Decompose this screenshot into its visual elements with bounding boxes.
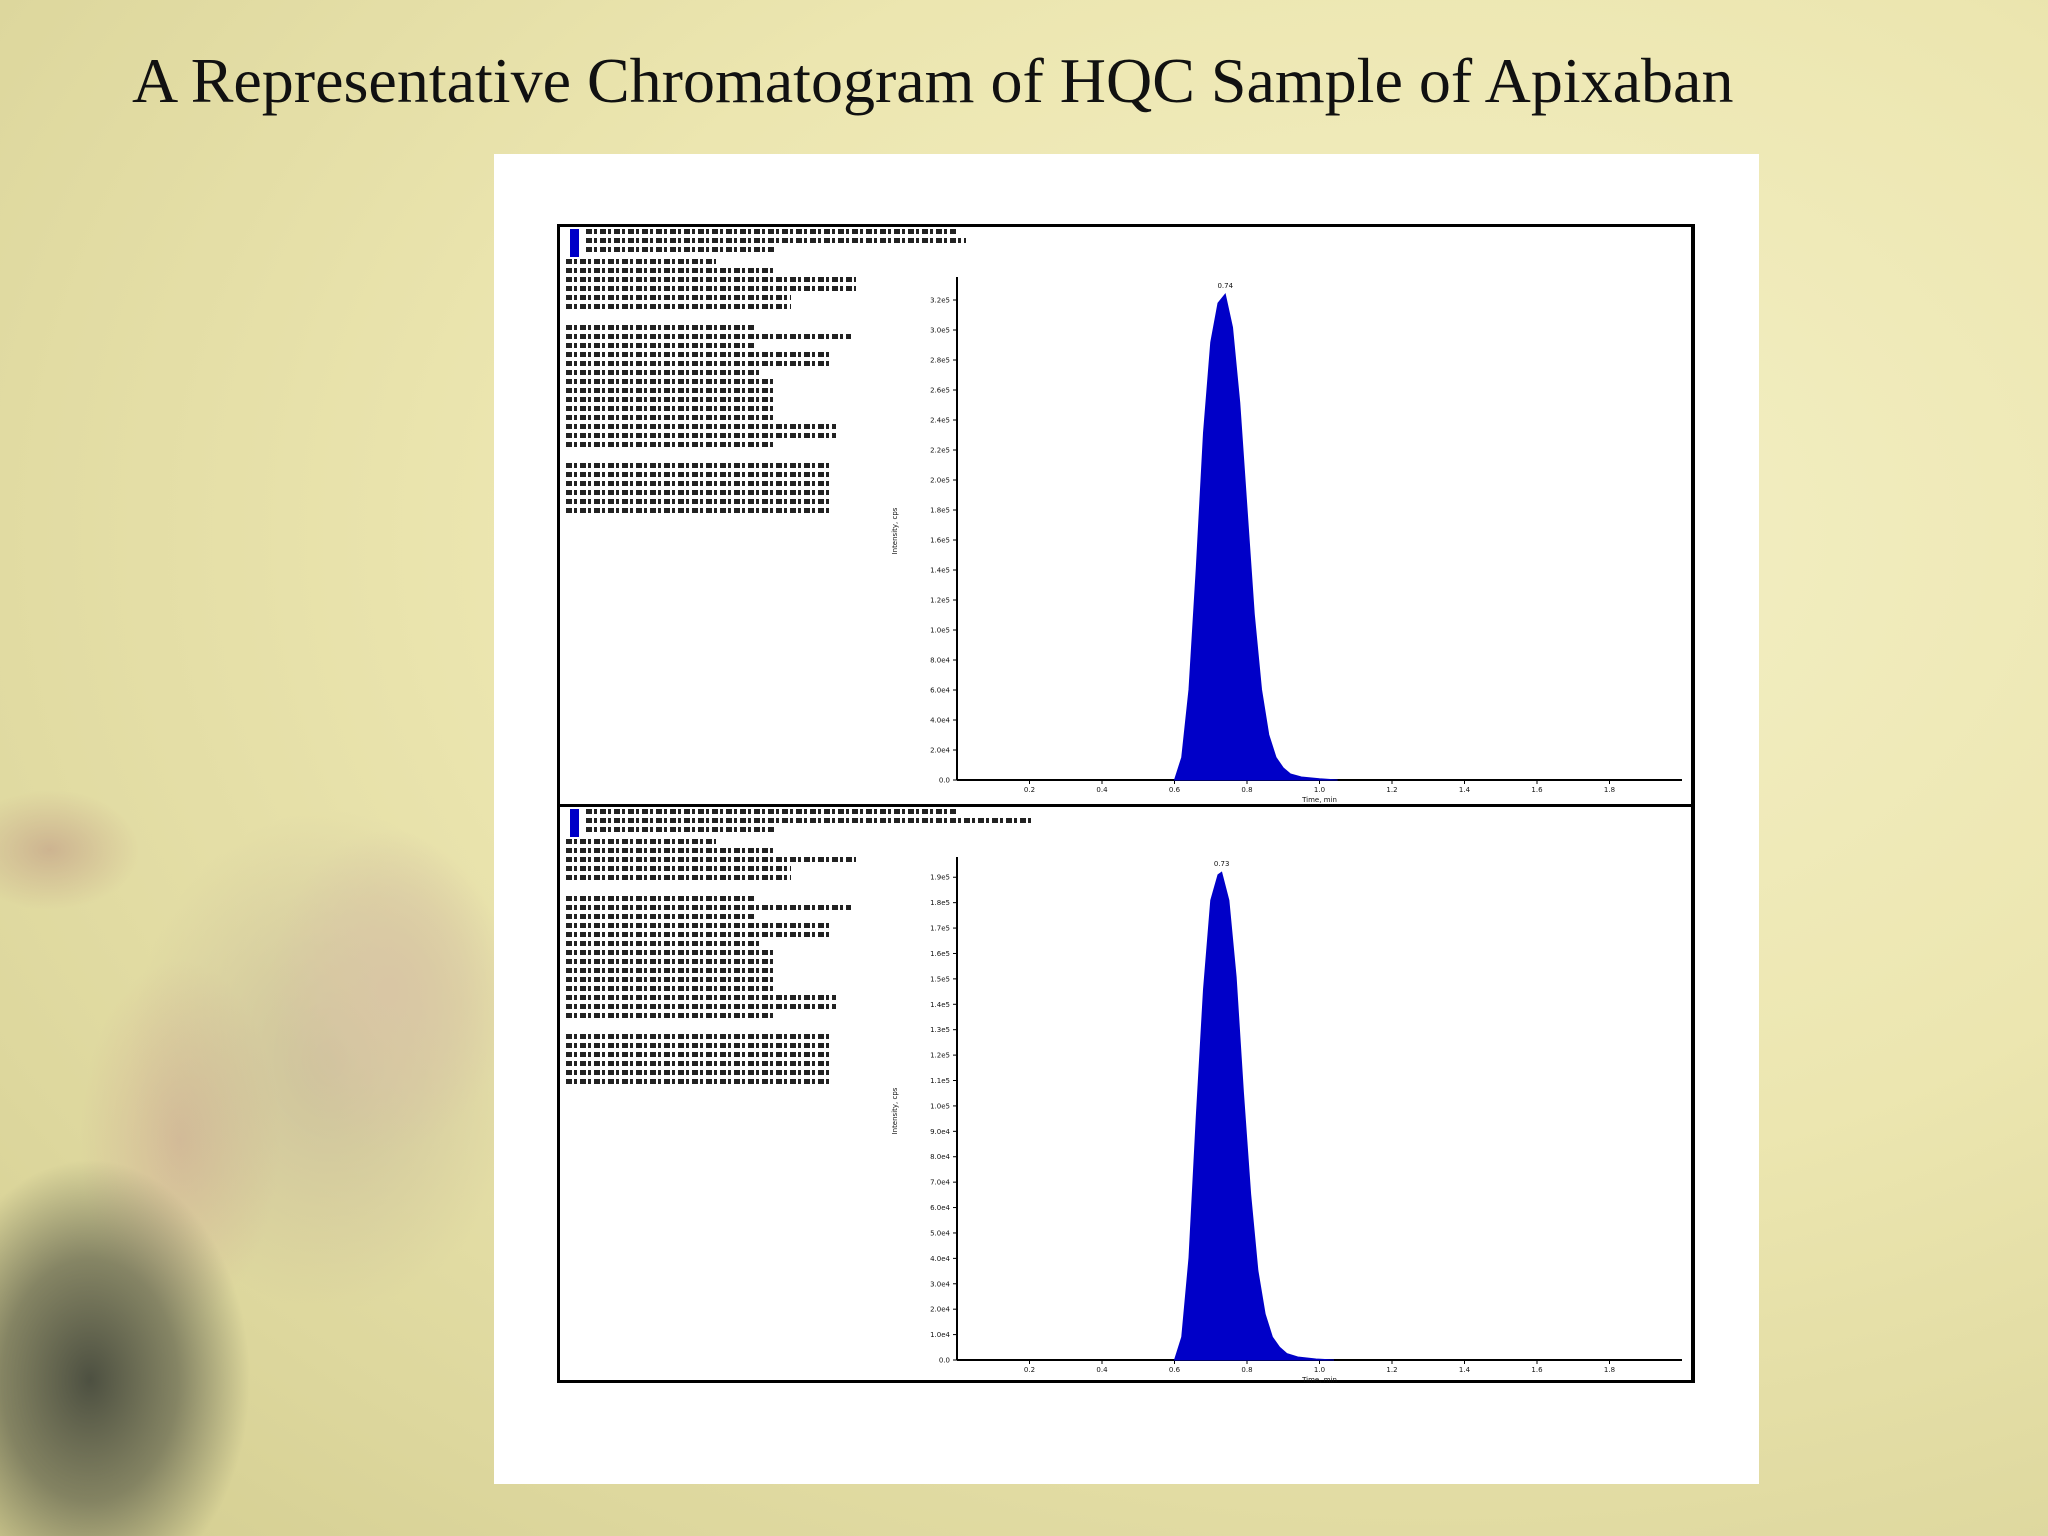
x-tick-label: 1.8 [1604, 1366, 1615, 1374]
y-tick-label: 1.7e5 [930, 925, 950, 933]
y-tick-label: 0.0 [939, 1357, 950, 1365]
y-tick-label: 5.0e4 [930, 1229, 950, 1237]
peak-retention-label: 0.73 [1214, 860, 1230, 868]
y-tick-label: 3.0e5 [930, 327, 950, 335]
y-tick-label: 1.4e5 [930, 567, 950, 575]
x-tick-label: 1.6 [1531, 786, 1543, 794]
x-axis-label: Time, min [1301, 796, 1337, 804]
y-tick-label: 1.3e5 [930, 1026, 950, 1034]
peak-retention-label: 0.74 [1217, 282, 1233, 290]
sample-header-text [586, 809, 1031, 836]
y-tick-label: 2.0e4 [930, 747, 950, 755]
y-tick-label: 0.0 [939, 777, 950, 785]
y-axis-label: Intensity, cps [891, 1087, 899, 1134]
x-tick-label: 1.4 [1459, 786, 1471, 794]
sample-info-block [566, 259, 856, 517]
x-tick-label: 1.8 [1604, 786, 1615, 794]
x-tick-label: 0.6 [1169, 786, 1181, 794]
chromatogram-plot-top: 0.0 2.0e4 4.0e4 6.0e4 8.0e4 1.0e5 1.2e5 1.4e5 1.… [891, 277, 1682, 804]
y-tick-label: 2.6e5 [930, 387, 950, 395]
x-tick-label: 1.2 [1386, 786, 1397, 794]
y-tick-label: 2.4e5 [930, 417, 950, 425]
x-axis-label: Time, min [1301, 1376, 1337, 1384]
peak-area [1173, 292, 1338, 781]
x-tick-label: 1.4 [1459, 1366, 1471, 1374]
y-axis-label: Intensity, cps [891, 507, 899, 554]
x-tick-label: 1.0 [1314, 786, 1325, 794]
x-tick-label: 1.2 [1386, 1366, 1397, 1374]
y-tick-label: 2.8e5 [930, 357, 950, 365]
chromatogram-frame: 0.0 2.0e4 4.0e4 6.0e4 8.0e4 1.0e5 1.2e5 1.4e5 1.… [557, 224, 1695, 1384]
background-photo-person [0, 760, 520, 1536]
y-tick-label: 8.0e4 [930, 657, 950, 665]
y-tick-label: 2.0e5 [930, 477, 950, 485]
y-tick-label: 7.0e4 [930, 1179, 950, 1187]
y-tick-label: 2.0e4 [930, 1306, 950, 1314]
y-tick-label: 3.2e5 [930, 297, 950, 305]
series-color-swatch [570, 229, 579, 257]
y-tick-label: 1.0e5 [930, 627, 950, 635]
y-tick-label: 6.0e4 [930, 687, 950, 695]
y-tick-label: 4.0e4 [930, 1255, 950, 1263]
y-tick-label: 1.2e5 [930, 597, 950, 605]
y-tick-label: 2.2e5 [930, 447, 950, 455]
y-tick-label: 1.9e5 [930, 874, 950, 882]
chromatogram-panel-bottom: 0.0 1.0e4 2.0e4 3.0e4 4.0e4 5.0e4 6.0e4 7.0e4 8.… [560, 807, 1691, 1384]
y-tick-label: 4.0e4 [930, 717, 950, 725]
x-tick-label: 0.2 [1024, 786, 1035, 794]
y-tick-label: 1.6e5 [930, 537, 950, 545]
slide-title: A Representative Chromatogram of HQC Sam… [132, 45, 1734, 116]
chromatogram-plot-bottom: 0.0 1.0e4 2.0e4 3.0e4 4.0e4 5.0e4 6.0e4 7.0e4 8.… [891, 857, 1682, 1384]
x-tick-label: 0.6 [1169, 1366, 1181, 1374]
y-tick-label: 1.4e5 [930, 1001, 950, 1009]
chromatogram-panel-top: 0.0 2.0e4 4.0e4 6.0e4 8.0e4 1.0e5 1.2e5 1.4e5 1.… [560, 227, 1691, 807]
series-color-swatch [570, 809, 579, 837]
y-tick-label: 1.2e5 [930, 1052, 950, 1060]
y-tick-label: 1.0e5 [930, 1102, 950, 1110]
y-tick-label: 9.0e4 [930, 1128, 950, 1136]
x-tick-label: 1.0 [1314, 1366, 1325, 1374]
y-tick-label: 6.0e4 [930, 1204, 950, 1212]
x-tick-label: 1.6 [1531, 1366, 1543, 1374]
peak-area [1173, 871, 1335, 1361]
sample-header-text [586, 229, 986, 256]
x-tick-label: 0.8 [1241, 1366, 1252, 1374]
y-tick-label: 1.8e5 [930, 899, 950, 907]
x-tick-label: 0.8 [1241, 786, 1252, 794]
x-tick-label: 0.4 [1096, 786, 1108, 794]
x-tick-label: 0.2 [1024, 1366, 1035, 1374]
y-tick-label: 1.8e5 [930, 507, 950, 515]
y-tick-label: 8.0e4 [930, 1153, 950, 1161]
y-tick-label: 3.0e4 [930, 1280, 950, 1288]
x-tick-label: 0.4 [1096, 1366, 1108, 1374]
sample-info-block [566, 839, 856, 1088]
y-tick-label: 1.5e5 [930, 975, 950, 983]
y-tick-label: 1.0e4 [930, 1331, 950, 1339]
y-tick-label: 1.1e5 [930, 1077, 950, 1085]
y-tick-label: 1.6e5 [930, 950, 950, 958]
